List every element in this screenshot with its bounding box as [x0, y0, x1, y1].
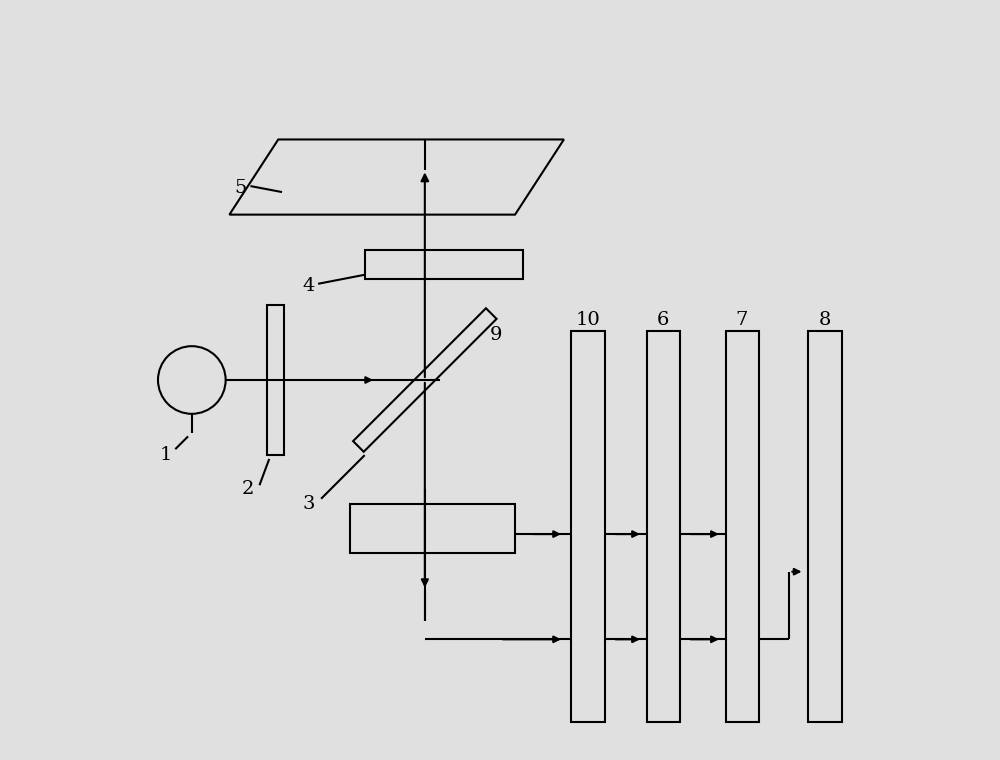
Text: 5: 5	[234, 179, 247, 198]
Text: 9: 9	[490, 326, 502, 344]
Text: 6: 6	[657, 311, 669, 329]
Bar	[350, 504, 515, 553]
Bar	[571, 331, 605, 722]
Bar	[808, 331, 842, 722]
Text: 3: 3	[302, 495, 315, 513]
Polygon shape	[353, 309, 497, 451]
Text: 4: 4	[302, 277, 315, 295]
Text: 1: 1	[159, 446, 172, 464]
Bar	[267, 305, 284, 455]
Bar	[726, 331, 759, 722]
Bar	[647, 331, 680, 722]
Text: 2: 2	[242, 480, 254, 498]
Bar	[365, 250, 523, 278]
Text: 7: 7	[736, 311, 748, 329]
Text: 10: 10	[576, 311, 600, 329]
Text: 8: 8	[819, 311, 831, 329]
